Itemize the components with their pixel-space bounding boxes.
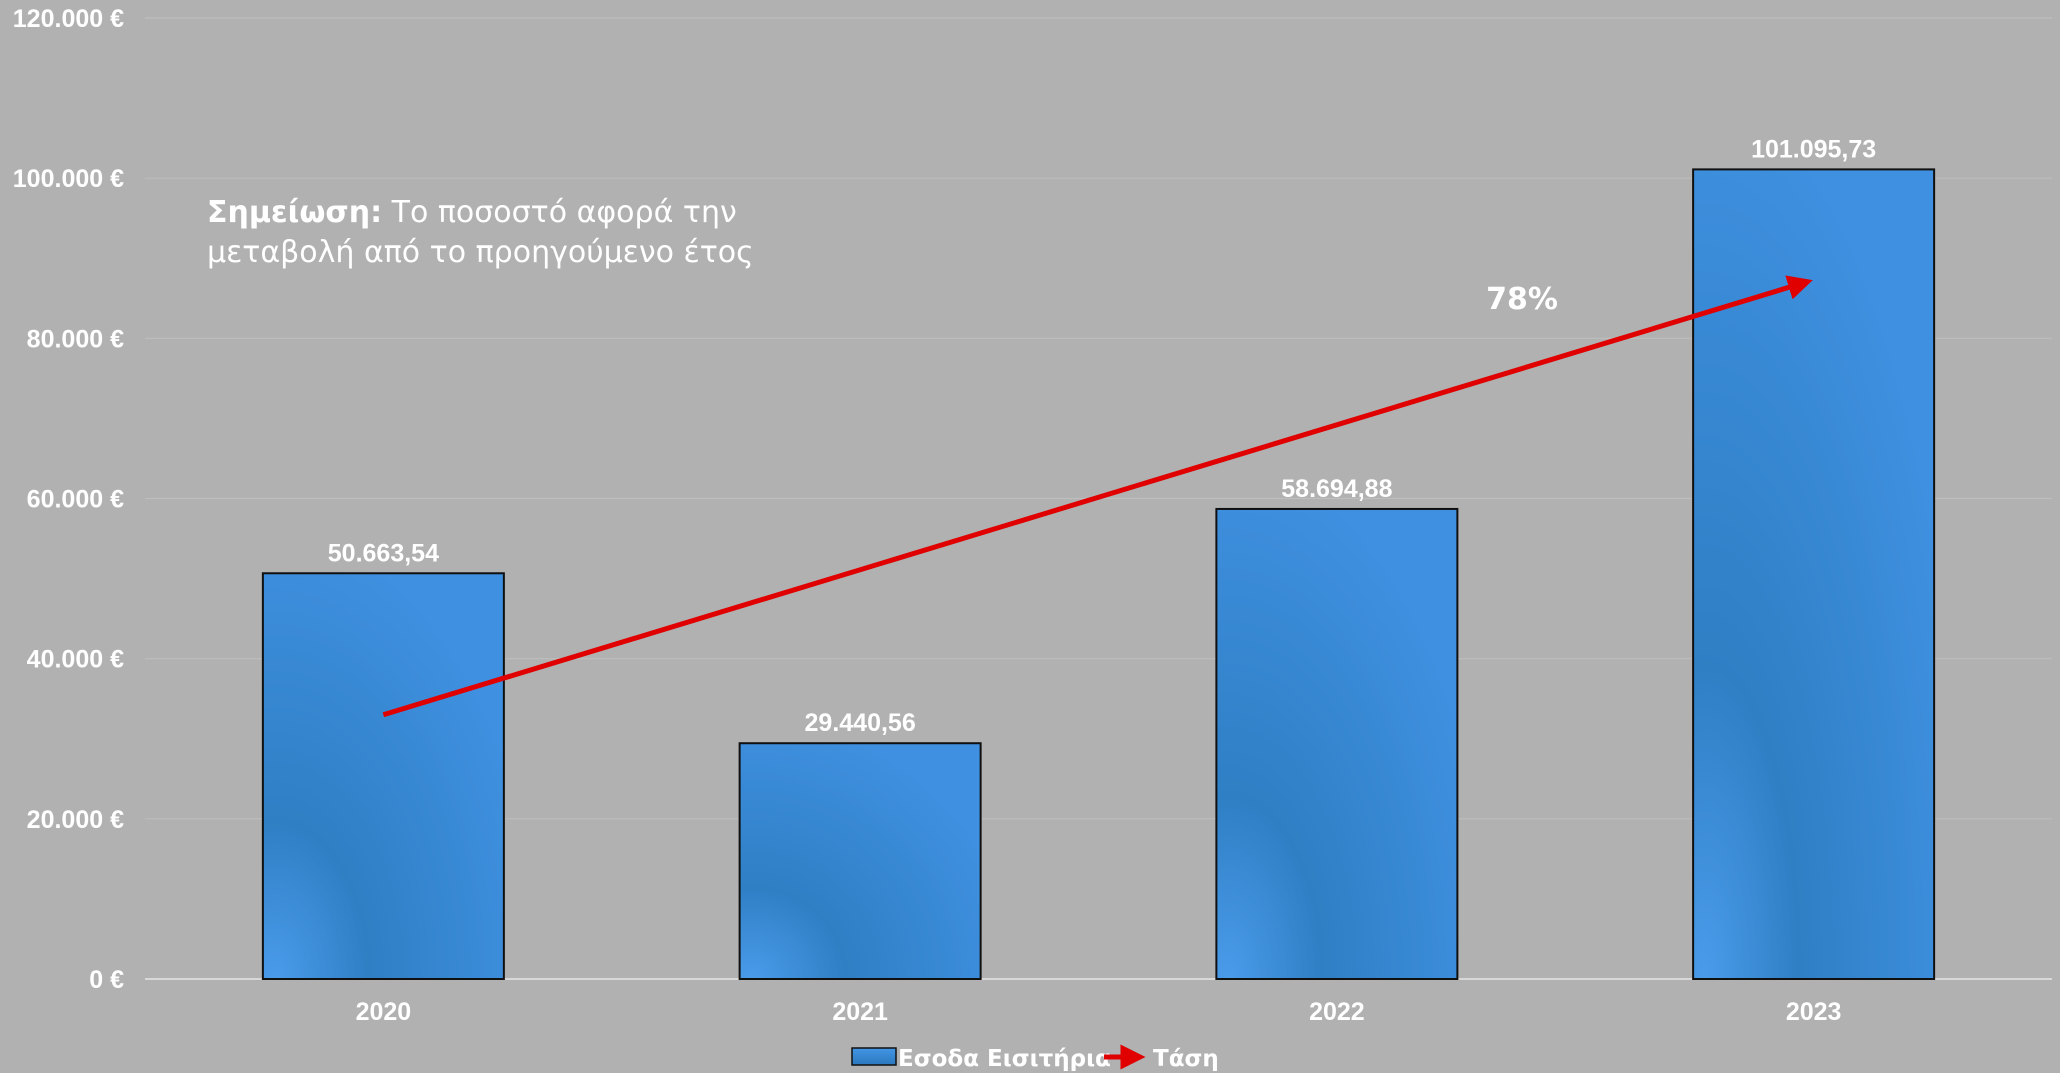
y-tick-label: 100.000 € [13, 165, 124, 193]
data-labels: 50.663,54 29.440,56 58.694,88 101.095,73 [328, 135, 1876, 737]
y-tick-label: 60.000 € [27, 486, 124, 514]
legend: Εσοδα Εισιτήρια Τάση [851, 1044, 1219, 1072]
percent-change-label: 78% [1486, 282, 1558, 317]
y-tick-label: 0 € [89, 966, 124, 994]
x-tick-label-2021: 2021 [832, 998, 888, 1026]
x-tick-label-2020: 2020 [356, 998, 412, 1026]
legend-bar-swatch [851, 1047, 897, 1066]
annotation-bold: Σημείωση: [207, 195, 382, 230]
bar-2020 [261, 572, 505, 980]
y-tick-label: 20.000 € [27, 806, 124, 834]
data-label-2023: 101.095,73 [1751, 135, 1876, 163]
data-label-2020: 50.663,54 [328, 539, 439, 567]
bar-2023 [1692, 168, 1936, 980]
trend-arrow [382, 275, 1813, 718]
x-tick-label-2022: 2022 [1309, 998, 1365, 1026]
data-label-2022: 58.694,88 [1281, 475, 1392, 503]
bar-2022 [1215, 507, 1459, 980]
legend-trend-label: Τάση [1153, 1046, 1219, 1072]
y-tick-label: 120.000 € [13, 5, 124, 33]
data-label-2021: 29.440,56 [805, 709, 916, 737]
legend-bar-label: Εσοδα Εισιτήρια [898, 1046, 1111, 1072]
bars [261, 168, 1936, 980]
annotation-note: Σημείωση: Το ποσοστό αφορά την [207, 195, 737, 230]
y-axis-tick-labels: 0 € 20.000 € 40.000 € 60.000 € 80.000 € 100.0… [13, 5, 124, 994]
y-tick-label: 80.000 € [27, 325, 124, 353]
y-tick-label: 40.000 € [27, 646, 124, 674]
annotation-line1: Το ποσοστό αφορά την [382, 195, 737, 230]
x-tick-label-2023: 2023 [1786, 998, 1842, 1026]
bar-2021 [738, 742, 982, 980]
x-axis-tick-labels: 2020 2021 2022 2023 [356, 998, 1842, 1026]
annotation-line2: μεταβολή από το προηγούμενο έτος [207, 235, 754, 270]
